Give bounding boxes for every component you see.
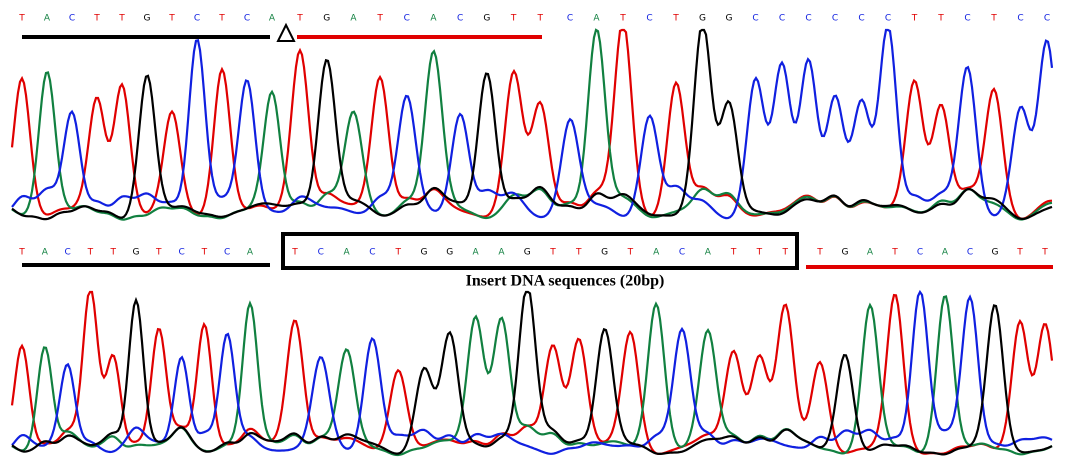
base-letter: T (1041, 248, 1048, 258)
base-letter: T (1016, 248, 1023, 258)
trace (11, 28, 1053, 221)
base-letter: C (779, 14, 785, 24)
base-letter: G (323, 14, 330, 24)
base-letter: G (726, 14, 733, 24)
base-letter: C (752, 14, 758, 24)
base-letter: C (646, 14, 652, 24)
base-letter: C (69, 14, 75, 24)
base-letter: C (64, 248, 70, 258)
base-letter: C (1017, 14, 1023, 24)
insert-label: Insert DNA sequences (20bp) (466, 273, 665, 290)
base-letter: A (42, 248, 49, 258)
base-letter: A (593, 14, 600, 24)
base-letter: A (705, 248, 712, 258)
base-letter: C (567, 14, 573, 24)
trace (11, 28, 1054, 220)
base-letter: C (178, 248, 184, 258)
base-letter: T (816, 248, 823, 258)
base-letter: A (350, 14, 357, 24)
base-letter: T (619, 14, 626, 24)
base-letter: A (942, 248, 949, 258)
base-letter: T (510, 14, 517, 24)
base-letter: G (446, 248, 453, 258)
base-letter: A (867, 248, 874, 258)
base-letter: T (627, 248, 634, 258)
base-letter: A (430, 14, 437, 24)
base-letter: C (967, 248, 973, 258)
trace (11, 290, 1053, 456)
base-letter: T (781, 248, 788, 258)
base-letter: C (224, 248, 230, 258)
base-letter: G (483, 14, 490, 24)
insertion-site (276, 22, 296, 42)
base-letter: T (109, 248, 116, 258)
base-letter: T (672, 14, 679, 24)
base-letter: A (498, 248, 505, 258)
base-letter: T (118, 14, 125, 24)
base-letter: T (201, 248, 208, 258)
base-letter: T (87, 248, 94, 258)
base-letter: A (269, 14, 276, 24)
insert-box (281, 232, 799, 270)
base-letter: C (964, 14, 970, 24)
base-letter: C (404, 14, 410, 24)
base-letter: A (344, 248, 351, 258)
base-letter: T (394, 248, 401, 258)
base-letter: T (911, 14, 918, 24)
trace (11, 289, 1053, 455)
base-letter: C (832, 14, 838, 24)
base-letter: C (917, 248, 923, 258)
base-letter: T (990, 14, 997, 24)
base-letter: C (369, 248, 375, 258)
base-letter: T (891, 248, 898, 258)
base-letter: A (44, 14, 51, 24)
base-letter: T (376, 14, 383, 24)
base-letter: T (218, 14, 225, 24)
base-letter: C (679, 248, 685, 258)
base-letter: C (858, 14, 864, 24)
base-letter: T (549, 248, 556, 258)
base-letter: T (537, 14, 544, 24)
base-letter: C (805, 14, 811, 24)
base-letter: T (168, 14, 175, 24)
base-letter: G (133, 248, 140, 258)
base-letter: G (601, 248, 608, 258)
base-letter: T (730, 248, 737, 258)
base-letter: G (992, 248, 999, 258)
base-letter: A (473, 248, 480, 258)
base-letter: T (18, 248, 25, 258)
base-letter: A (247, 248, 254, 258)
base-letter: A (653, 248, 660, 258)
base-letter: T (937, 14, 944, 24)
base-letter: G (144, 14, 151, 24)
base-letter: C (244, 14, 250, 24)
base-letter: C (457, 14, 463, 24)
base-letter: C (194, 14, 200, 24)
base-letter: T (575, 248, 582, 258)
base-letter: G (699, 14, 706, 24)
base-letter: C (885, 14, 891, 24)
base-letter: T (155, 248, 162, 258)
base-letter: T (291, 248, 298, 258)
base-letter: T (756, 248, 763, 258)
base-letter: T (18, 14, 25, 24)
base-letter: C (1044, 14, 1050, 24)
base-letter: C (318, 248, 324, 258)
base-letter: G (421, 248, 428, 258)
base-letter: G (524, 248, 531, 258)
base-letter: G (842, 248, 849, 258)
base-letter: T (93, 14, 100, 24)
base-letter: T (296, 14, 303, 24)
trace (10, 290, 1054, 455)
